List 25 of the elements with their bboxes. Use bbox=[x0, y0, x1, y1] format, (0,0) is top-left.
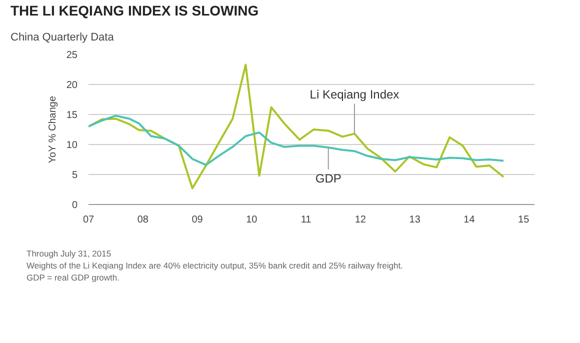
x-tick-label: 13 bbox=[409, 214, 421, 226]
chart-subtitle: China Quarterly Data bbox=[10, 32, 115, 44]
x-tick-label: 10 bbox=[246, 214, 258, 226]
y-tick-label: 20 bbox=[66, 80, 78, 91]
text: Weights of the Li Keqiang Index are 40% electricity output, 35% bank credit and 25% railway freight. bbox=[26, 260, 403, 270]
text: GDP = real GDP growth. bbox=[26, 272, 120, 282]
text: Through July 31, 2015 bbox=[26, 248, 112, 258]
x-tick-label: 14 bbox=[464, 214, 476, 226]
y-tick-label: 10 bbox=[66, 140, 78, 151]
x-tick-label: 12 bbox=[354, 214, 366, 226]
line-series bbox=[88, 64, 504, 190]
y-tick-label: 0 bbox=[72, 200, 78, 211]
y-tick-label: 25 bbox=[66, 50, 78, 61]
text: Li Keqiang Index bbox=[310, 88, 400, 102]
x-tick-label: 11 bbox=[300, 214, 312, 226]
x-tick-label: 15 bbox=[518, 214, 530, 226]
y-tick-label: 5 bbox=[72, 170, 78, 181]
y-tick-label: 15 bbox=[66, 110, 78, 121]
line-series bbox=[88, 114, 504, 166]
x-tick-label: 09 bbox=[192, 214, 204, 226]
chart-title: THE LI KEQIANG INDEX IS SLOWING bbox=[10, 2, 259, 18]
x-tick-label: 07 bbox=[82, 214, 94, 226]
series-label: GDP bbox=[315, 172, 342, 186]
y-axis-title: YoY % Change bbox=[47, 96, 58, 164]
x-tick-label: 08 bbox=[137, 214, 149, 226]
